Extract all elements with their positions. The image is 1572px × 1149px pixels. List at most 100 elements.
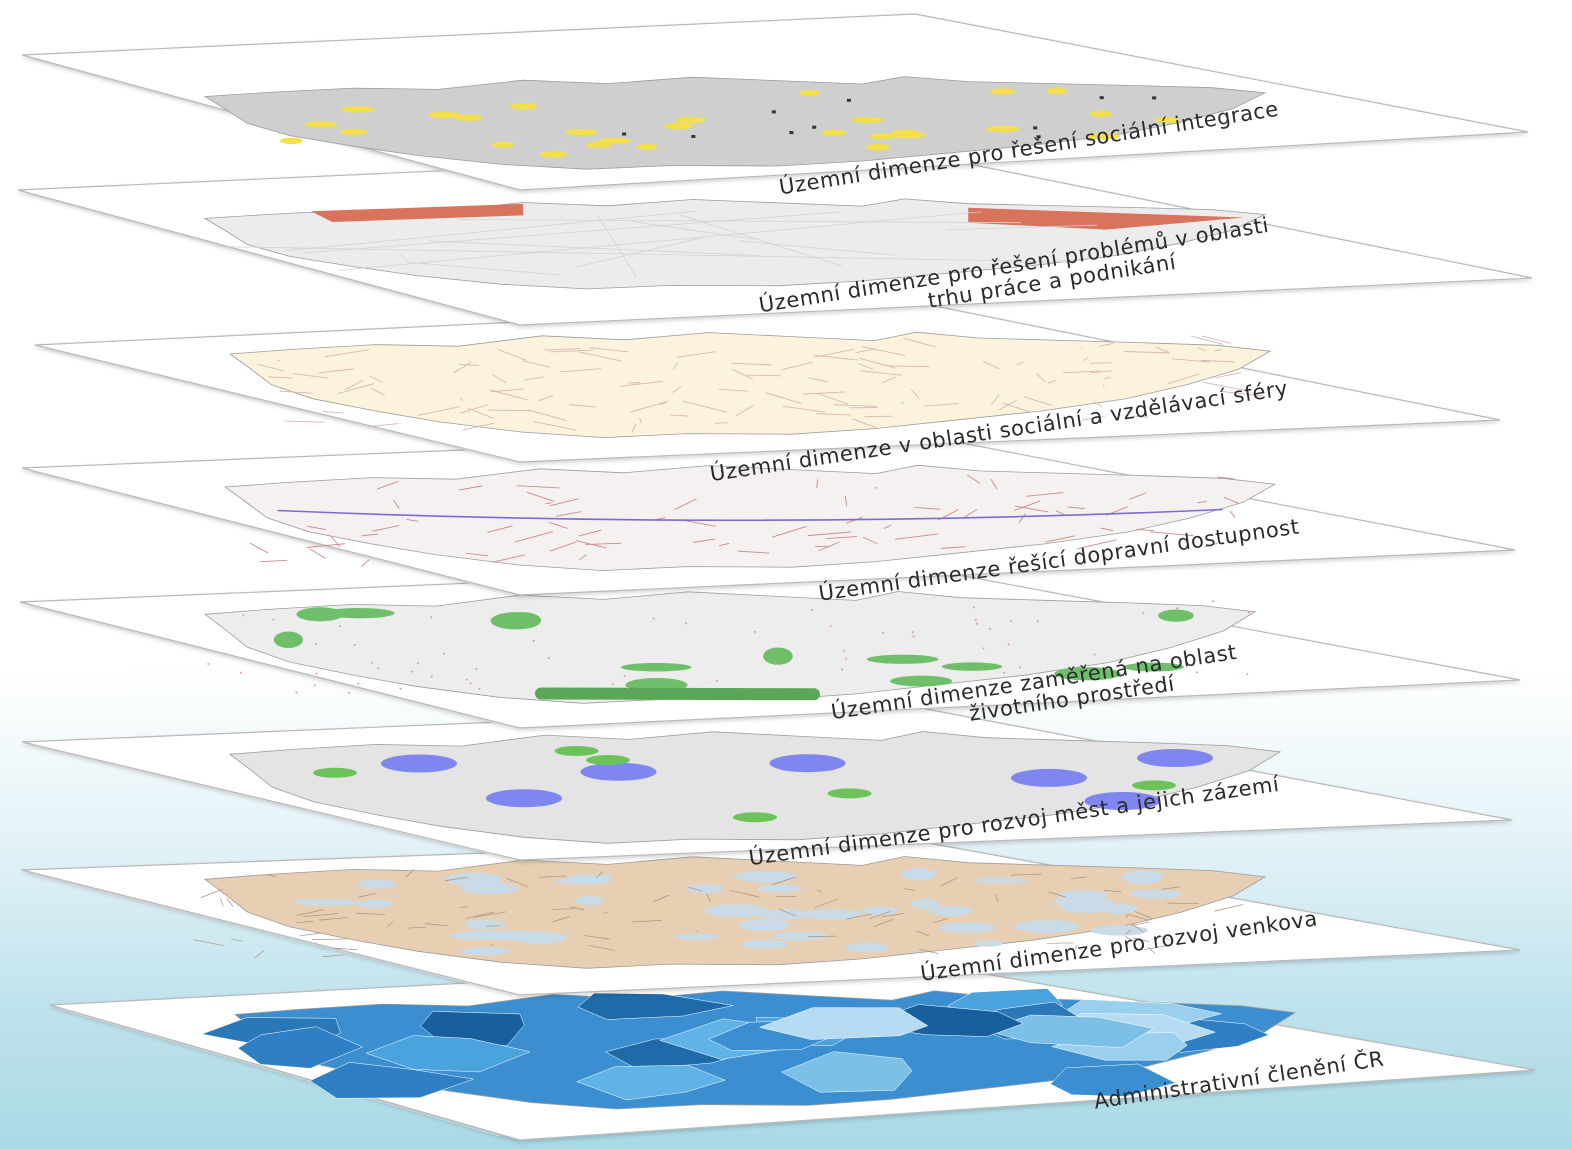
boundary-line — [303, 913, 338, 918]
boundary-line — [718, 542, 730, 547]
boundary-line — [372, 525, 400, 532]
boundary-line — [1202, 335, 1232, 344]
boundary-line — [844, 495, 847, 507]
region-boundary — [284, 210, 695, 252]
map-layer-rural: Územní dimenze pro rozvoj venkova — [21, 837, 1521, 996]
urban-area — [733, 871, 798, 883]
boundary-line — [1202, 381, 1245, 391]
boundary-line — [1094, 401, 1103, 408]
site-marker — [348, 691, 351, 694]
highlight-dot — [798, 89, 821, 97]
country-outline — [203, 591, 1257, 704]
country-outline — [228, 731, 1282, 844]
boundary-line — [344, 380, 364, 391]
boundary-line — [1134, 910, 1152, 919]
boundary-line — [1080, 346, 1083, 349]
boundary-line — [1229, 510, 1236, 518]
boundary-line — [676, 351, 716, 358]
site-marker — [465, 678, 468, 681]
boundary-line — [1197, 500, 1207, 504]
boundary-line — [807, 531, 852, 537]
city-marker — [846, 98, 851, 102]
boundary-line — [1214, 349, 1222, 352]
boundary-line — [453, 361, 472, 374]
boundary-line — [1129, 921, 1150, 927]
boundary-line — [589, 347, 629, 353]
site-marker — [239, 671, 242, 674]
site-marker — [475, 667, 478, 670]
boundary-line — [735, 405, 754, 417]
boundary-line — [873, 919, 894, 928]
boundary-line — [284, 420, 325, 423]
administrative-districts-map — [200, 988, 1297, 1110]
boundary-line — [901, 401, 904, 405]
boundary-line — [538, 875, 567, 878]
protected-area — [1158, 609, 1194, 622]
boundary-line — [1125, 935, 1135, 943]
boundary-line — [746, 374, 782, 377]
boundary-line — [659, 402, 667, 406]
boundary-line — [1167, 902, 1199, 905]
boundary-line — [1018, 513, 1026, 524]
urban-area — [357, 899, 393, 908]
boundary-line — [990, 478, 998, 490]
protected-area — [890, 675, 953, 687]
boundary-line — [514, 531, 554, 543]
boundary-line — [652, 894, 670, 903]
site-marker — [845, 657, 848, 660]
panel-edge-line — [29, 605, 501, 725]
boundary-line — [1204, 542, 1218, 548]
site-marker — [1019, 666, 1022, 669]
boundary-line — [813, 354, 858, 361]
boundary-line — [855, 348, 875, 354]
boundary-line — [575, 540, 607, 549]
boundary-line — [498, 349, 526, 361]
site-marker — [652, 617, 655, 620]
boundary-line — [994, 894, 999, 903]
boundary-line — [330, 536, 341, 548]
boundary-line — [295, 921, 314, 923]
boundary-line — [765, 392, 802, 405]
site-marker — [357, 682, 360, 685]
boundary-line — [492, 374, 507, 384]
protected-area — [620, 662, 692, 672]
protected-area — [535, 687, 820, 701]
site-marker — [1142, 611, 1145, 614]
boundary-line — [688, 886, 703, 892]
region-boundary — [632, 221, 755, 240]
boundary-line — [377, 480, 399, 490]
highlight-dot — [341, 106, 374, 113]
boundary-line — [924, 402, 959, 407]
boundary-line — [231, 938, 243, 942]
boundary-line — [318, 368, 354, 374]
boundary-line — [1074, 945, 1078, 950]
city-region — [1011, 768, 1087, 787]
boundary-line — [619, 380, 663, 387]
highlight-dot — [985, 125, 1020, 133]
boundary-line — [1155, 346, 1170, 354]
city-marker — [1033, 126, 1038, 130]
boundary-line — [254, 950, 264, 959]
boundary-line — [200, 888, 224, 898]
highlight-dot — [869, 133, 896, 140]
boundary-line — [1133, 937, 1149, 942]
town-region — [313, 767, 357, 778]
boundary-line — [1098, 342, 1114, 347]
boundary-line — [296, 909, 324, 916]
protected-area — [502, 612, 542, 629]
boundary-line — [1103, 376, 1112, 380]
map-layer-administrative: Administrativní členění ČR — [49, 959, 1536, 1141]
boundary-line — [538, 394, 554, 402]
boundary-line — [488, 409, 531, 412]
boundary-line — [1131, 923, 1144, 933]
site-marker — [547, 656, 550, 659]
boundary-line — [311, 938, 346, 940]
boundary-line — [524, 376, 545, 381]
boundary-line — [322, 954, 345, 958]
protected-area — [941, 662, 1003, 671]
boundary-line — [265, 874, 277, 877]
country-outline — [223, 464, 1277, 572]
boundary-line — [632, 920, 662, 923]
boundary-line — [894, 533, 939, 540]
boundary-line — [1129, 492, 1147, 500]
